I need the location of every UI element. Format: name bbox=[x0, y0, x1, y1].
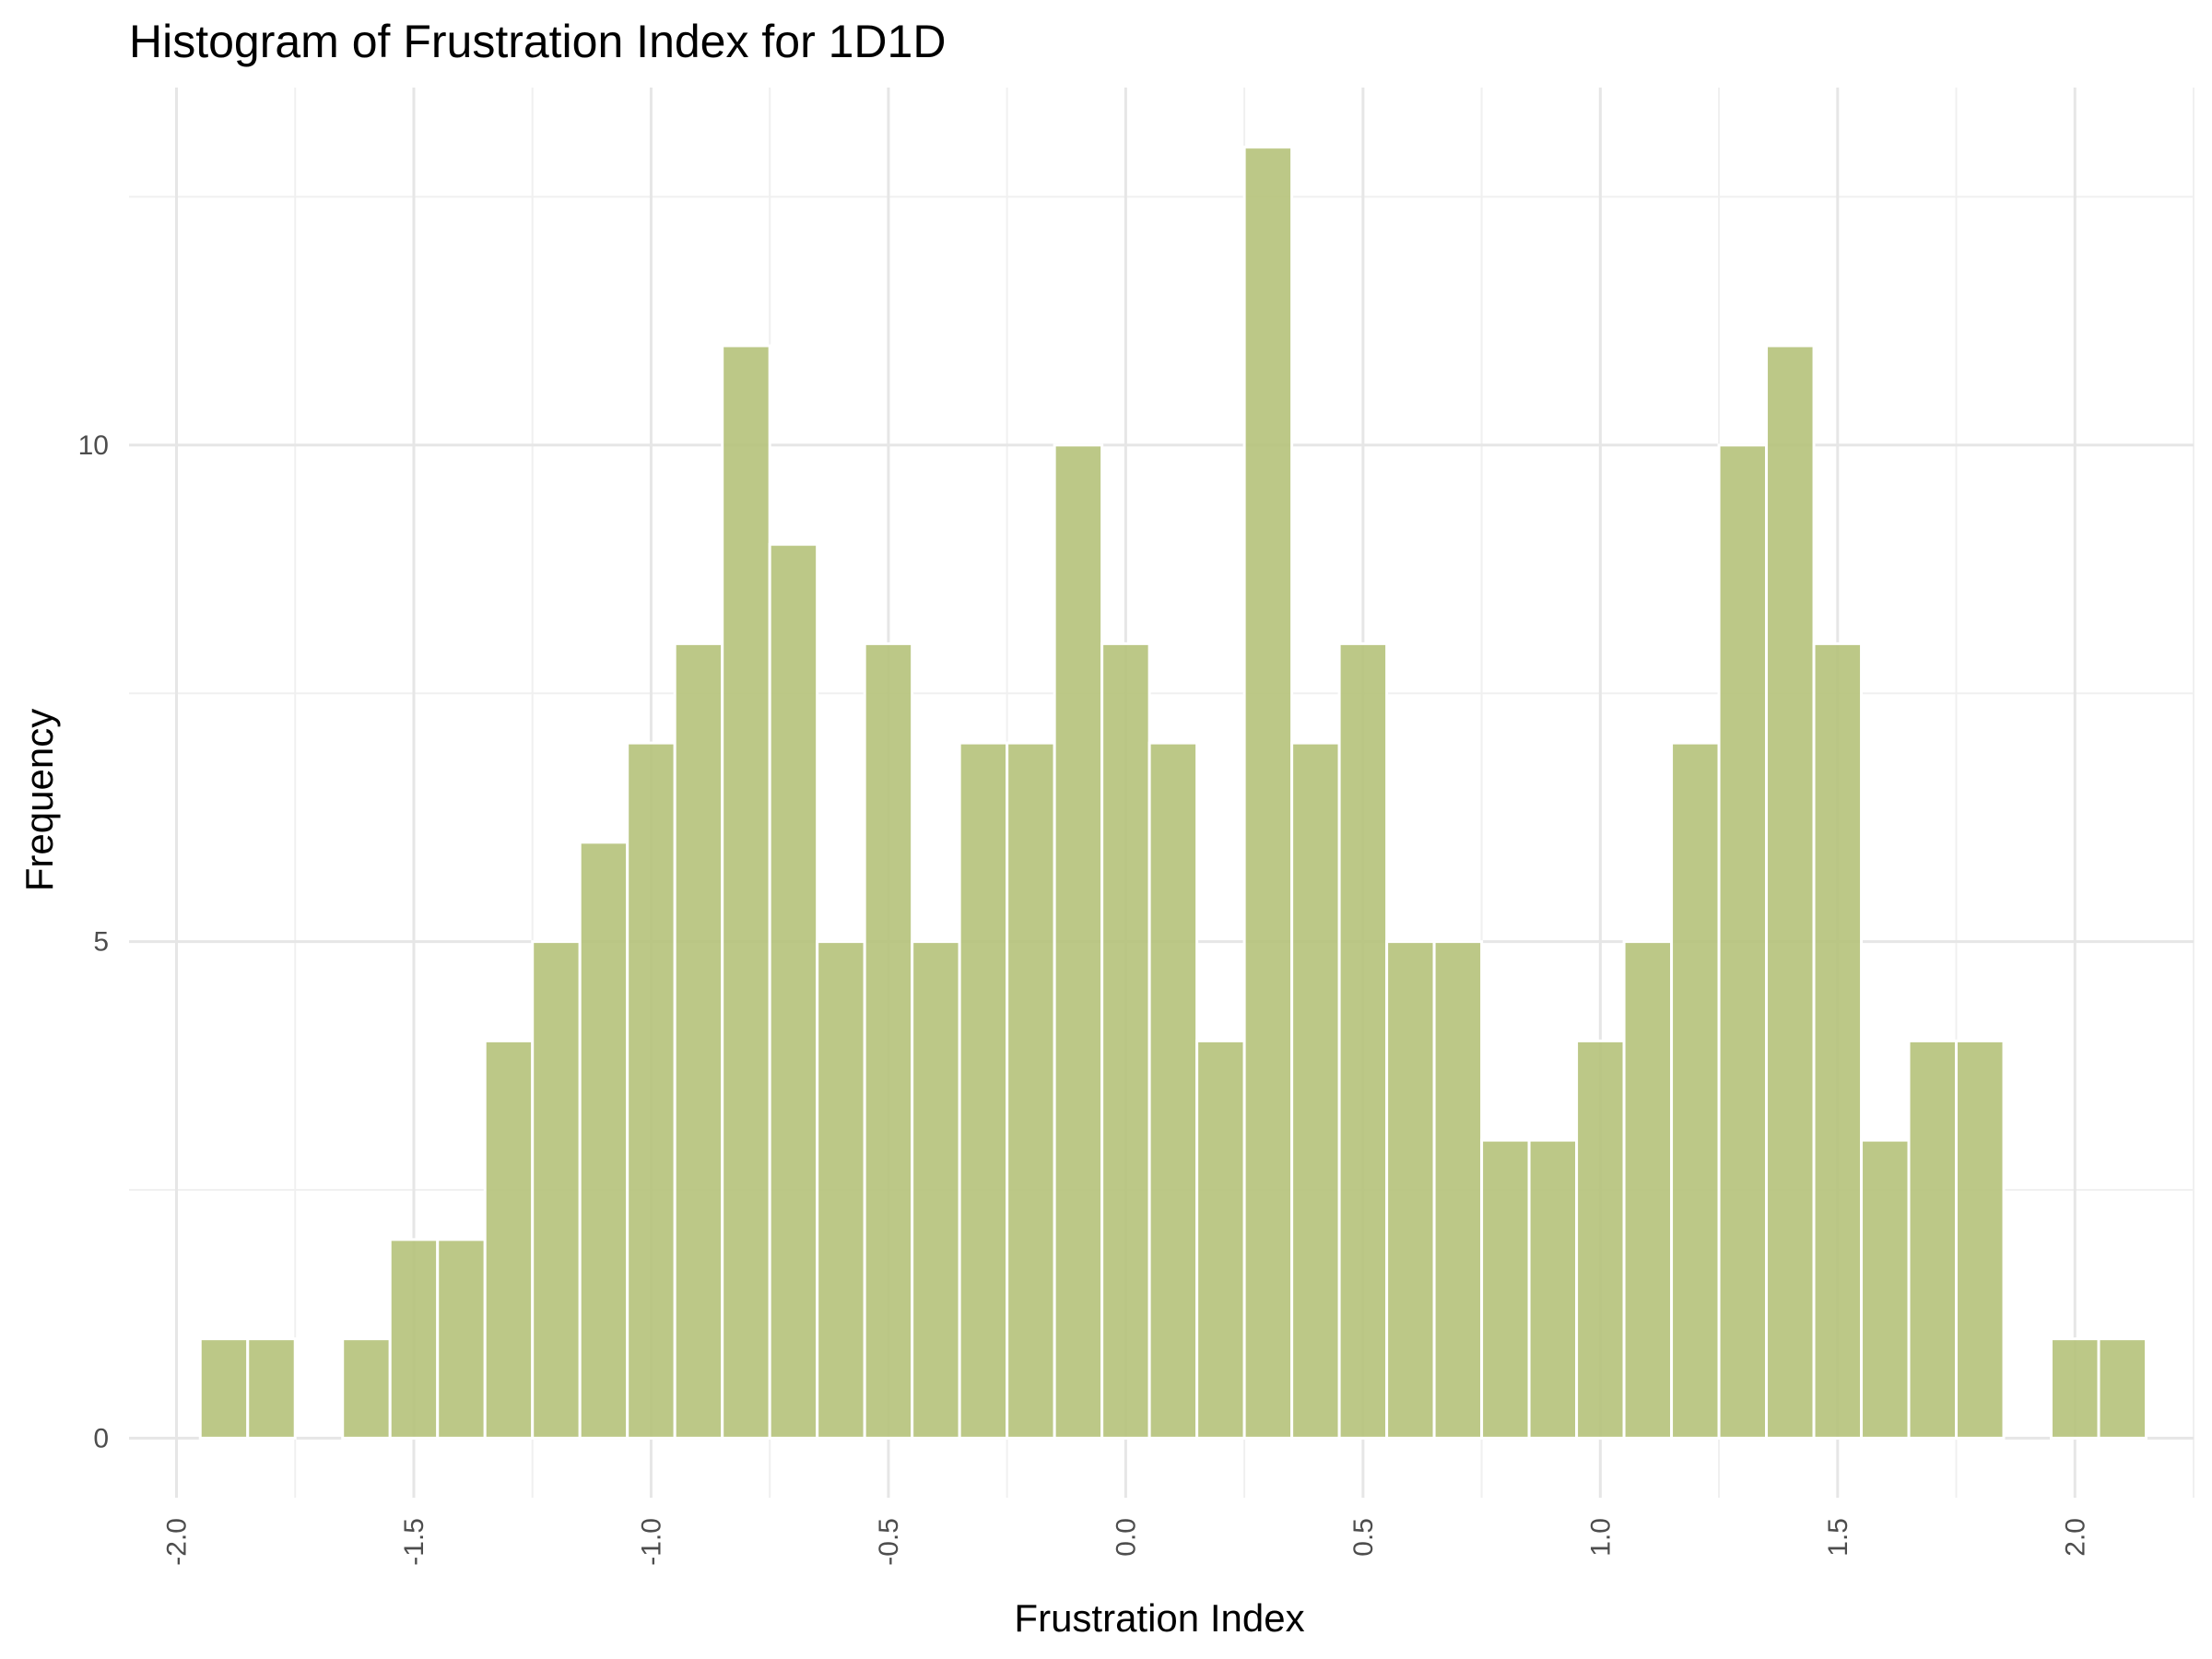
x-tick-label-6: 1.0 bbox=[1585, 1518, 1616, 1557]
histogram-bar-17 bbox=[1006, 741, 1056, 1440]
histogram-bar-26 bbox=[1432, 940, 1484, 1440]
histogram-bar-22 bbox=[1242, 146, 1294, 1440]
histogram-bar-9 bbox=[626, 741, 677, 1440]
x-tick-label-1: -1.5 bbox=[399, 1518, 429, 1566]
histogram-bar-29 bbox=[1575, 1039, 1626, 1440]
x-tick-label-3: -0.5 bbox=[874, 1518, 904, 1566]
x-axis-label: Frustration Index bbox=[1014, 1596, 1304, 1640]
histogram-bar-32 bbox=[1717, 443, 1769, 1440]
histogram-bar-10 bbox=[673, 641, 724, 1440]
histogram-bar-25 bbox=[1385, 940, 1436, 1440]
histogram-bar-40 bbox=[2097, 1337, 2148, 1440]
histogram-bar-1 bbox=[246, 1337, 297, 1440]
histogram-bar-37 bbox=[1955, 1039, 2006, 1440]
histogram-bar-15 bbox=[911, 940, 961, 1440]
histogram-bar-23 bbox=[1290, 741, 1341, 1440]
histogram-bar-31 bbox=[1670, 741, 1721, 1440]
x-tick-label-8: 2.0 bbox=[2060, 1518, 2090, 1557]
histogram-bar-20 bbox=[1147, 741, 1199, 1440]
histogram-bar-14 bbox=[863, 641, 914, 1440]
histogram-bar-4 bbox=[388, 1238, 440, 1440]
y-tick-label-1: 5 bbox=[93, 927, 109, 958]
histogram-bar-35 bbox=[1860, 1138, 1911, 1440]
y-tick-label-0: 0 bbox=[93, 1423, 109, 1453]
histogram-bar-11 bbox=[721, 344, 771, 1440]
histogram-bar-36 bbox=[1907, 1039, 1959, 1440]
histogram-bar-39 bbox=[2050, 1337, 2100, 1440]
histogram-bar-6 bbox=[483, 1039, 535, 1440]
histogram-bar-34 bbox=[1812, 641, 1864, 1440]
y-tick-label-2: 10 bbox=[78, 430, 109, 461]
histogram-bar-0 bbox=[198, 1337, 250, 1440]
histogram-bar-28 bbox=[1527, 1138, 1579, 1440]
histogram-bar-8 bbox=[578, 841, 629, 1440]
x-tick-label-4: 0.0 bbox=[1111, 1518, 1141, 1557]
histogram-bar-24 bbox=[1337, 641, 1389, 1440]
histogram-bar-27 bbox=[1480, 1138, 1531, 1440]
histogram-bar-12 bbox=[768, 543, 819, 1440]
ticks-layer: 0 5 10 -2.0 -1.5 -1.0 -0.5 0.0 0.5 1.0 1.5 2.0 bbox=[78, 430, 2091, 1566]
histogram-bar-19 bbox=[1100, 641, 1151, 1440]
histogram-bar-7 bbox=[531, 940, 582, 1440]
histogram-bar-21 bbox=[1195, 1039, 1246, 1440]
histogram-bar-5 bbox=[436, 1238, 487, 1440]
histogram-bar-18 bbox=[1053, 443, 1104, 1440]
histogram-bar-30 bbox=[1622, 940, 1674, 1440]
x-tick-label-5: 0.5 bbox=[1348, 1518, 1379, 1557]
x-tick-label-0: -2.0 bbox=[161, 1518, 192, 1566]
bars-layer bbox=[198, 146, 2148, 1440]
histogram-bar-3 bbox=[341, 1337, 392, 1440]
histogram-bar-13 bbox=[816, 940, 866, 1440]
x-tick-label-7: 1.5 bbox=[1823, 1518, 1853, 1557]
y-axis-label: Frequency bbox=[18, 709, 61, 891]
histogram-bar-33 bbox=[1765, 344, 1816, 1440]
chart-title: Histogram of Frustration Index for 1D1D bbox=[129, 16, 946, 67]
histogram-bar-16 bbox=[958, 741, 1009, 1440]
x-tick-label-2: -1.0 bbox=[636, 1518, 666, 1566]
